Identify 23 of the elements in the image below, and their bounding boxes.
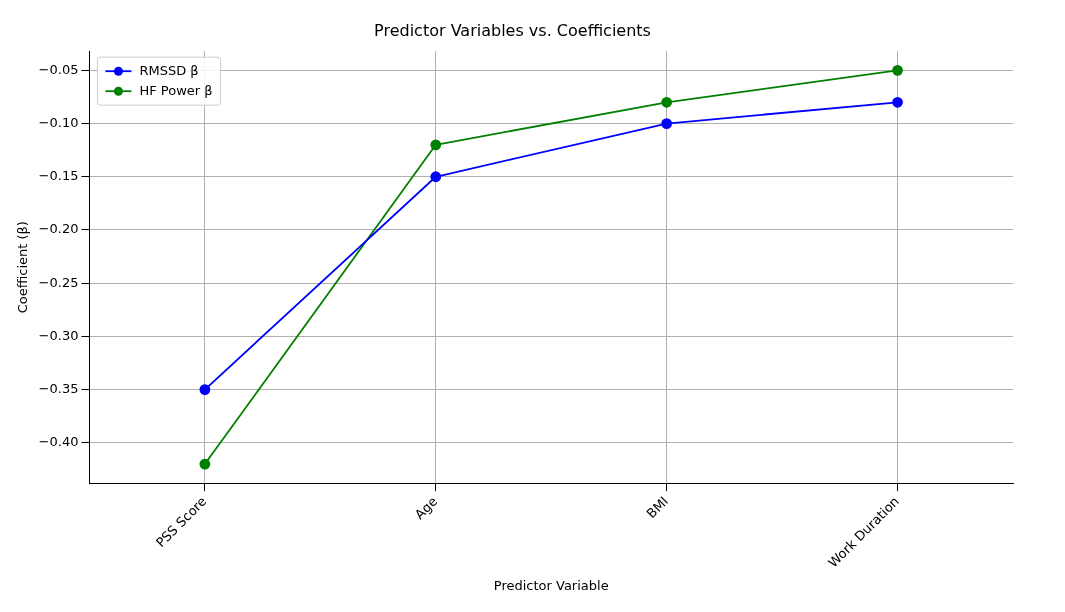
y-tick-label: −0.30 (38, 327, 79, 343)
point (430, 171, 442, 183)
legend-label: HF Power β (139, 82, 213, 98)
y-axis-title: Coefficient (β) (15, 221, 31, 314)
legend-label: RMSSD β (139, 62, 199, 78)
point (430, 139, 442, 151)
point (892, 64, 903, 76)
y-tick-label: −0.40 (38, 434, 79, 450)
y-tick-label: −0.10 (38, 114, 79, 130)
x-tick-label: Age (411, 493, 441, 523)
y-tick-label: −0.15 (38, 168, 79, 184)
y-tick-label: −0.20 (38, 221, 79, 237)
y-tick-label: −0.25 (38, 274, 79, 290)
x-axis-title: Predictor Variable (493, 577, 609, 593)
x-tick-label: BMI (643, 493, 672, 522)
point (661, 118, 673, 129)
point (199, 384, 211, 395)
y-tick-label: −0.05 (38, 61, 79, 77)
point (199, 458, 211, 470)
y-tick-label: −0.35 (38, 380, 79, 396)
point (661, 96, 673, 108)
chart-title: Predictor Variables vs. Coefficients (374, 20, 651, 40)
point (892, 96, 903, 108)
